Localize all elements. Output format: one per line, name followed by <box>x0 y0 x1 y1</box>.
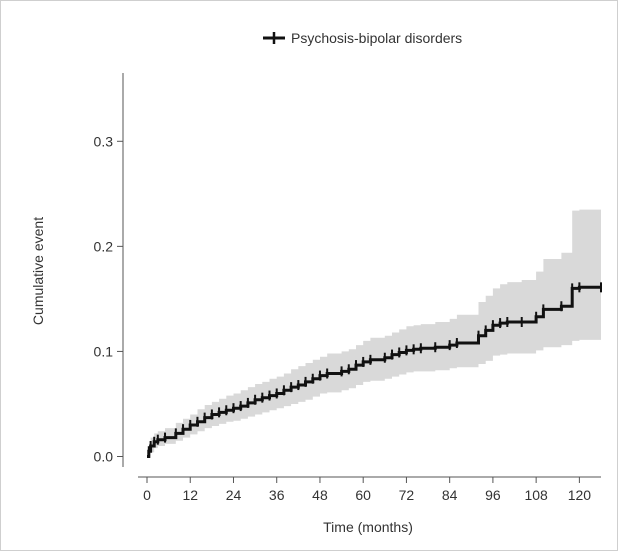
y-axis-label: Cumulative event <box>30 217 46 325</box>
x-tick-label: 72 <box>399 487 415 503</box>
x-tick-label: 120 <box>568 487 592 503</box>
y-ticks: 0.0 0.1 0.2 0.3 <box>94 133 123 464</box>
x-tick-label: 108 <box>524 487 548 503</box>
confidence-band <box>147 209 601 457</box>
x-tick-label: 12 <box>182 487 198 503</box>
x-axis-label: Time (months) <box>323 519 413 535</box>
ci-band-area <box>147 209 601 457</box>
y-tick-label: 0.3 <box>94 133 114 149</box>
x-tick-label: 60 <box>355 487 371 503</box>
axes <box>122 73 601 478</box>
y-tick-label: 0.1 <box>94 343 114 359</box>
legend-label: Psychosis-bipolar disorders <box>291 30 462 46</box>
x-tick-label: 84 <box>442 487 458 503</box>
x-tick-label: 36 <box>269 487 285 503</box>
x-tick-label: 48 <box>312 487 328 503</box>
x-tick-label: 0 <box>143 487 151 503</box>
x-ticks: 0 12 24 36 48 60 72 84 96 108 120 <box>143 477 591 503</box>
survival-line <box>147 282 602 458</box>
x-tick-label: 96 <box>485 487 501 503</box>
y-tick-label: 0.2 <box>94 238 114 254</box>
legend: Psychosis-bipolar disorders <box>263 30 462 46</box>
y-tick-label: 0.0 <box>94 448 114 464</box>
x-tick-label: 24 <box>226 487 242 503</box>
